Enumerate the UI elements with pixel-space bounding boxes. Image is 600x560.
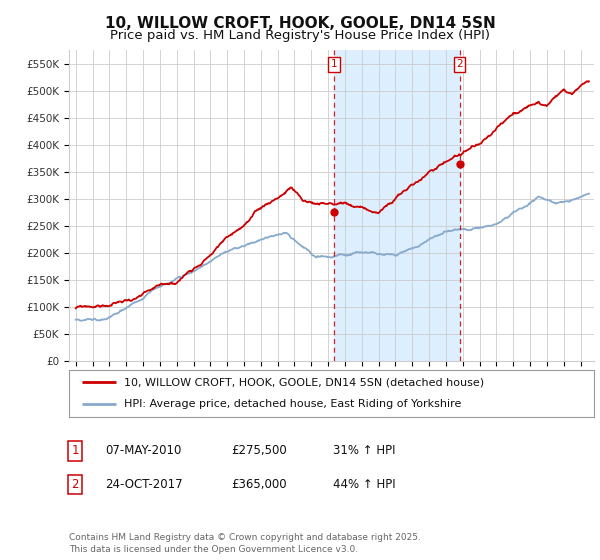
Text: 44% ↑ HPI: 44% ↑ HPI — [333, 478, 395, 491]
Text: 10, WILLOW CROFT, HOOK, GOOLE, DN14 5SN (detached house): 10, WILLOW CROFT, HOOK, GOOLE, DN14 5SN … — [124, 377, 484, 388]
Text: HPI: Average price, detached house, East Riding of Yorkshire: HPI: Average price, detached house, East… — [124, 399, 461, 409]
Text: 10, WILLOW CROFT, HOOK, GOOLE, DN14 5SN: 10, WILLOW CROFT, HOOK, GOOLE, DN14 5SN — [104, 16, 496, 31]
Text: 2: 2 — [71, 478, 79, 491]
Text: Price paid vs. HM Land Registry's House Price Index (HPI): Price paid vs. HM Land Registry's House … — [110, 29, 490, 42]
Text: 31% ↑ HPI: 31% ↑ HPI — [333, 444, 395, 458]
Text: 2: 2 — [456, 59, 463, 69]
Text: 07-MAY-2010: 07-MAY-2010 — [105, 444, 181, 458]
Bar — [334, 50, 460, 361]
Text: 24-OCT-2017: 24-OCT-2017 — [105, 478, 182, 491]
Text: £365,000: £365,000 — [231, 478, 287, 491]
Text: £275,500: £275,500 — [231, 444, 287, 458]
Text: Contains HM Land Registry data © Crown copyright and database right 2025.
This d: Contains HM Land Registry data © Crown c… — [69, 533, 421, 554]
Text: 1: 1 — [71, 444, 79, 458]
Text: 1: 1 — [331, 59, 337, 69]
